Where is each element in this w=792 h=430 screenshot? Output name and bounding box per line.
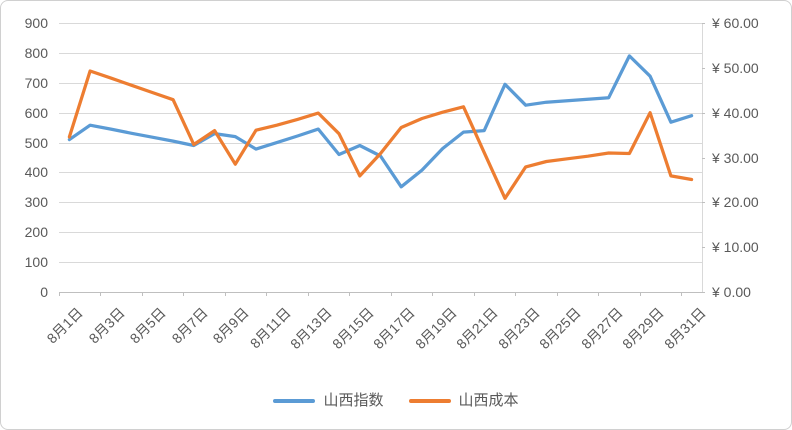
y-axis-tick-label: 800 bbox=[24, 44, 48, 61]
y-axis-tick-label: 300 bbox=[24, 194, 48, 211]
right-axis-tick-label: ¥ 30.00 bbox=[712, 149, 759, 166]
legend-label-index: 山西指数 bbox=[323, 392, 384, 409]
y-axis-tick-label: 400 bbox=[24, 164, 48, 181]
right-axis-tick-label: ¥ 20.00 bbox=[712, 194, 759, 211]
legend: 山西指数 山西成本 bbox=[1, 390, 791, 412]
y-axis-tick-label: 200 bbox=[24, 224, 48, 241]
right-axis-tick-label: ¥ 50.00 bbox=[712, 59, 759, 76]
right-axis-tick-label: ¥ 60.00 bbox=[712, 15, 759, 31]
legend-swatch-cost bbox=[408, 399, 451, 403]
index-series-line bbox=[67, 54, 694, 189]
y-axis-tick-label: 500 bbox=[24, 134, 48, 151]
right-axis-tick-label: ¥ 0.00 bbox=[712, 284, 751, 300]
legend-swatch-index bbox=[273, 399, 316, 403]
legend-item-index: 山西指数 bbox=[273, 392, 384, 410]
right-axis-tick-label: ¥ 40.00 bbox=[712, 104, 759, 121]
legend-item-cost: 山西成本 bbox=[408, 392, 519, 410]
right-axis-tick-label: ¥ 10.00 bbox=[712, 239, 759, 256]
cost-series-line bbox=[67, 69, 694, 200]
y-axis-tick-label: 0 bbox=[40, 284, 48, 300]
axis-ticks bbox=[59, 23, 705, 296]
y-axis-tick-label: 700 bbox=[24, 74, 48, 91]
plot-area bbox=[59, 23, 705, 296]
y-axis-tick-label: 900 bbox=[24, 15, 48, 31]
gridlines bbox=[59, 23, 703, 293]
legend-label-cost: 山西成本 bbox=[458, 392, 519, 409]
y-axis-tick-label: 100 bbox=[24, 254, 48, 271]
y-axis-tick-label: 600 bbox=[24, 104, 48, 121]
